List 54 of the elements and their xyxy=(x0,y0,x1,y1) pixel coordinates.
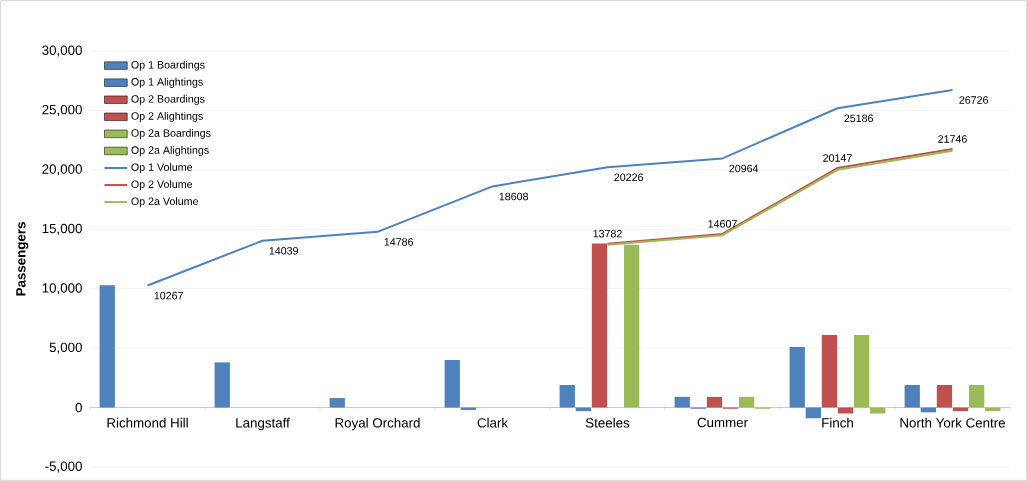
bar xyxy=(591,243,608,408)
legend-label: Op 1 Alightings xyxy=(131,77,203,88)
bar xyxy=(936,384,953,408)
bar xyxy=(821,335,838,408)
bar xyxy=(214,362,230,408)
y-tick-label: 30,000 xyxy=(42,45,82,57)
y-tick-label: 20,000 xyxy=(42,164,82,176)
data-label: 26726 xyxy=(959,96,988,104)
bar xyxy=(329,398,345,408)
legend-label: Op 2a Boardings xyxy=(131,128,211,139)
bar xyxy=(706,396,723,408)
legend-label: Op 1 Boardings xyxy=(131,60,205,71)
bar xyxy=(444,360,460,408)
data-label: 25186 xyxy=(844,114,874,123)
legend-label: Op 2a Alightings xyxy=(131,146,209,157)
data-label: 20147 xyxy=(823,154,852,162)
x-tick-label: Royal Orchard xyxy=(335,417,420,431)
legend-label: Op 2 Volume xyxy=(131,180,193,191)
legend-label: Op 1 Volume xyxy=(131,163,193,174)
data-label: 10267 xyxy=(154,291,183,300)
x-tick-label: Cummer xyxy=(697,417,748,428)
x-tick-label: North York Centre xyxy=(900,417,1005,428)
y-tick-label: 15,000 xyxy=(42,223,82,235)
y-tick-label: -5,000 xyxy=(45,461,82,473)
bar xyxy=(674,396,690,408)
y-axis-title: Passengers xyxy=(16,222,29,296)
data-label: 18608 xyxy=(499,192,529,201)
data-label: 20226 xyxy=(614,173,644,182)
x-tick-label: Langstaff xyxy=(236,417,290,431)
x-tick-label: Steeles xyxy=(585,417,630,428)
y-tick-label: 5,000 xyxy=(49,342,82,354)
bar xyxy=(854,335,870,408)
data-label: 13782 xyxy=(593,229,622,238)
legend-label: Op 2 Boardings xyxy=(131,94,205,105)
bar xyxy=(968,384,985,408)
data-label: 14607 xyxy=(708,220,737,228)
data-label: 14786 xyxy=(384,238,414,246)
data-label: 14039 xyxy=(269,247,298,255)
x-tick-label: Richmond Hill xyxy=(107,417,188,428)
legend-label: Op 2a Volume xyxy=(131,197,199,208)
x-tick-label: Clark xyxy=(477,417,509,428)
y-tick-label: 10,000 xyxy=(42,283,82,295)
y-tick-label: 25,000 xyxy=(42,104,82,116)
bar xyxy=(904,384,920,408)
data-label: 20964 xyxy=(729,164,759,173)
x-tick-label: Finch xyxy=(822,417,853,428)
y-tick-label: 0 xyxy=(75,402,82,413)
bar xyxy=(805,407,821,419)
bar xyxy=(559,384,575,408)
bar xyxy=(789,346,805,408)
bar xyxy=(739,396,755,408)
legend-label: Op 2 Alightings xyxy=(131,111,203,122)
data-label: 21746 xyxy=(938,135,967,143)
bar xyxy=(99,285,115,408)
